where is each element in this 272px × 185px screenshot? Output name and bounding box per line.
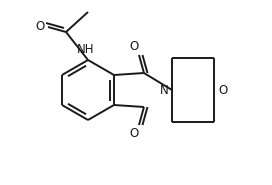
Text: O: O [129, 127, 139, 140]
Text: N: N [160, 83, 169, 97]
Text: NH: NH [77, 43, 95, 56]
Text: O: O [129, 40, 139, 53]
Text: O: O [218, 83, 227, 97]
Text: O: O [36, 19, 45, 33]
